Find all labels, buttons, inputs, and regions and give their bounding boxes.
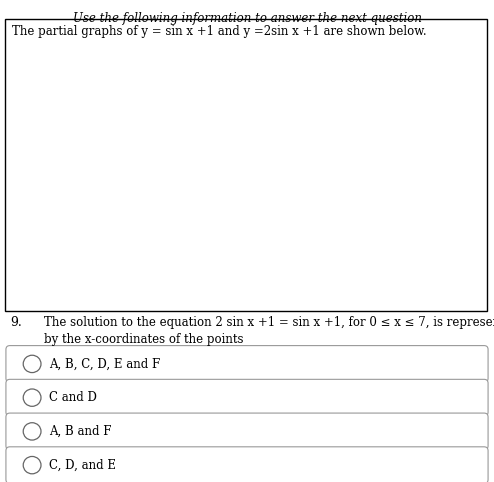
Text: by the x-coordinates of the points: by the x-coordinates of the points: [44, 333, 244, 346]
Text: B: B: [248, 153, 258, 166]
Text: -y: -y: [80, 199, 91, 212]
Text: 4: 4: [103, 56, 111, 69]
Text: The partial graphs of y = sin x +1 and y =2sin x +1 are shown below.: The partial graphs of y = sin x +1 and y…: [12, 25, 427, 38]
Text: C, D, and E: C, D, and E: [49, 459, 117, 471]
Text: The solution to the equation 2 sin x +1 = sin x +1, for 0 ≤ x ≤ 7, is represente: The solution to the equation 2 sin x +1 …: [44, 316, 494, 329]
Text: A, B, C, D, E and F: A, B, C, D, E and F: [49, 358, 161, 370]
Text: y=2·sin x+1: y=2·sin x+1: [213, 82, 278, 91]
Text: x: x: [470, 188, 477, 201]
Text: 7: 7: [436, 216, 444, 229]
Text: 9.: 9.: [10, 316, 22, 329]
Text: y: y: [124, 34, 132, 47]
Text: E: E: [387, 210, 396, 223]
Text: C and D: C and D: [49, 391, 97, 404]
Text: C: C: [272, 211, 282, 224]
Text: Use the following information to answer the next question: Use the following information to answer …: [73, 12, 421, 25]
Text: D: D: [332, 211, 342, 224]
Text: F: F: [411, 153, 420, 166]
Text: -2: -2: [99, 271, 111, 284]
Text: A, B and F: A, B and F: [49, 425, 112, 438]
Text: y=sin x+1: y=sin x+1: [328, 152, 382, 161]
Text: A: A: [105, 154, 114, 167]
